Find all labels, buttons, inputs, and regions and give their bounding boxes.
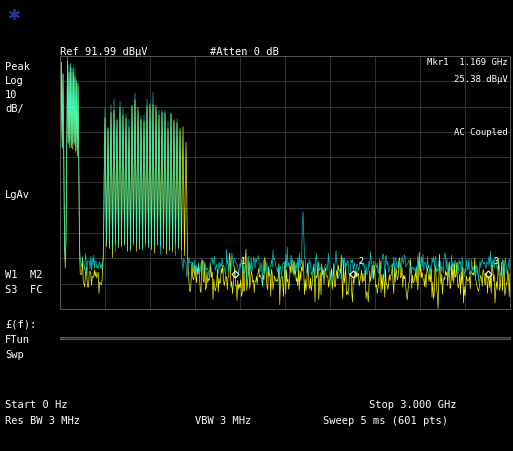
Text: 1: 1 — [241, 257, 246, 266]
Text: FTun: FTun — [5, 334, 30, 344]
Text: dB/: dB/ — [5, 104, 24, 114]
Text: 2: 2 — [359, 257, 364, 266]
Text: AC Coupled: AC Coupled — [454, 128, 508, 137]
Text: #Atten 0 dB: #Atten 0 dB — [210, 47, 279, 57]
Text: Mkr1  1.169 GHz: Mkr1 1.169 GHz — [427, 58, 508, 67]
Text: LgAv: LgAv — [5, 189, 30, 199]
Text: 3: 3 — [494, 257, 499, 266]
Text: Log: Log — [5, 76, 24, 86]
Text: S3  FC: S3 FC — [5, 285, 43, 295]
Text: Peak: Peak — [5, 62, 30, 72]
Text: W1  M2: W1 M2 — [5, 269, 43, 279]
Text: 25.38 dBμV: 25.38 dBμV — [454, 74, 508, 83]
Text: Agilent  11:30:15  Mar 14, 2005: Agilent 11:30:15 Mar 14, 2005 — [28, 9, 268, 22]
Text: £(f):: £(f): — [5, 319, 36, 329]
Text: Ref 91.99 dBμV: Ref 91.99 dBμV — [60, 47, 148, 57]
Text: Sweep 5 ms (601 pts): Sweep 5 ms (601 pts) — [323, 415, 448, 425]
Text: 10: 10 — [5, 90, 17, 100]
Text: VBW 3 MHz: VBW 3 MHz — [195, 415, 251, 425]
Text: Start 0 Hz: Start 0 Hz — [5, 399, 68, 409]
Text: ✱: ✱ — [8, 8, 21, 23]
Text: Swp: Swp — [5, 349, 24, 359]
Text: Stop 3.000 GHz: Stop 3.000 GHz — [369, 399, 457, 409]
Text: Res BW 3 MHz: Res BW 3 MHz — [5, 415, 80, 425]
